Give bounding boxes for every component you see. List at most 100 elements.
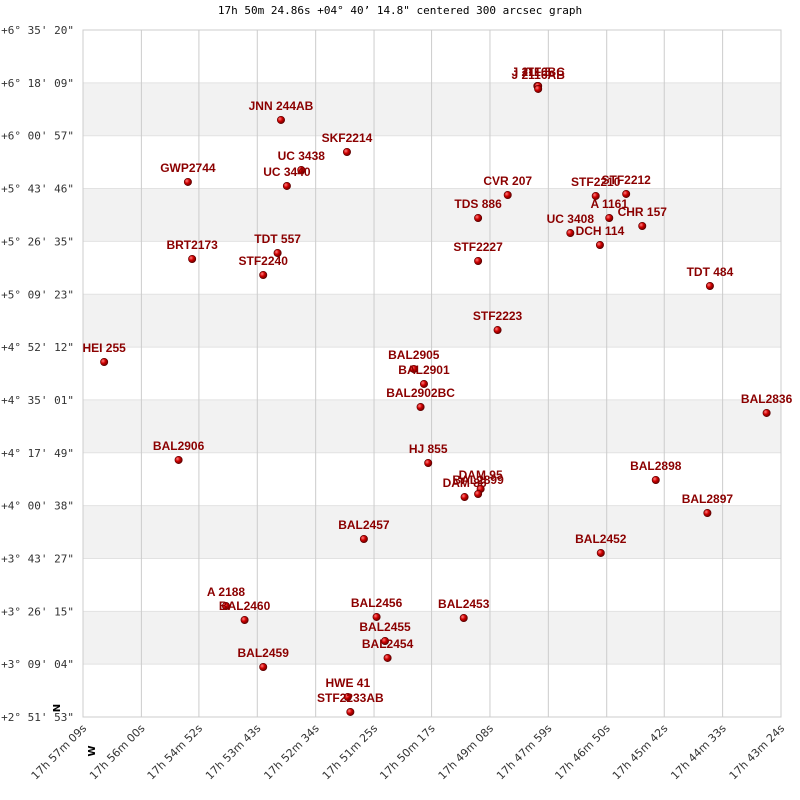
point-label: BAL2452: [575, 532, 627, 546]
point-label: BAL2906: [153, 439, 205, 453]
star-point: [503, 190, 512, 199]
star-point: [591, 191, 600, 200]
point-label: J 2116AB: [511, 68, 565, 82]
y-tick-label: +6° 35' 20": [1, 24, 74, 37]
star-point: [474, 214, 483, 223]
star-point: [343, 693, 352, 702]
west-label: W: [87, 745, 98, 756]
plot-frame: [82, 29, 782, 718]
y-tick-label: +3° 43' 27": [1, 552, 74, 565]
star-point: [534, 84, 543, 93]
chart-title: 17h 50m 24.86s +04° 40’ 14.8" centered 3…: [218, 4, 582, 17]
point-label: BAL2454: [362, 637, 414, 651]
star-point: [419, 379, 428, 388]
point-label: TDT 484: [687, 265, 734, 279]
y-tick-label: +5° 43' 46": [1, 183, 74, 196]
star-point: [273, 249, 282, 258]
star-point: [346, 707, 355, 716]
point-label: BAL2836: [741, 392, 793, 406]
point-label: TDS 886: [454, 197, 502, 211]
star-point: [372, 612, 381, 621]
y-tick-label: +3° 09' 04": [1, 658, 74, 671]
point-label: BRT2173: [166, 238, 218, 252]
point-label: UC 3440: [263, 165, 311, 179]
point-label: BAL2456: [351, 596, 403, 610]
y-tick-label: +5° 09' 23": [1, 288, 74, 301]
y-tick-label: +5° 26' 35": [1, 235, 74, 248]
y-tick-label: +4° 35' 01": [1, 394, 74, 407]
y-tick-label: +3° 26' 15": [1, 605, 74, 618]
star-point: [474, 256, 483, 265]
y-tick-label: +4° 00' 38": [1, 500, 74, 513]
star-point: [381, 637, 390, 646]
point-label: UC 3438: [278, 149, 326, 163]
point-label: STF2240: [239, 254, 289, 268]
point-label: ITF 5: [523, 65, 551, 79]
star-point: [409, 365, 418, 374]
point-label: BAL2460: [219, 599, 271, 613]
star-point: [762, 408, 771, 417]
point-label: BAL2898: [630, 459, 682, 473]
point-label: STF2223: [473, 309, 523, 323]
point-label: SKF2214: [322, 131, 373, 145]
star-point: [638, 222, 647, 231]
point-label: BAL2455: [359, 620, 411, 634]
y-tick-label: +4° 17' 49": [1, 447, 74, 460]
star-point: [493, 326, 502, 335]
y-tick-label: +2° 51' 53": [1, 711, 74, 724]
star-point: [416, 402, 425, 411]
star-point: [183, 177, 192, 186]
star-point: [297, 165, 306, 174]
point-label: BAL2457: [338, 518, 390, 532]
point-label: CVR 207: [483, 174, 532, 188]
point-label: BAL2902BC: [386, 386, 455, 400]
point-label: DCH 114: [576, 224, 625, 238]
star-point: [359, 534, 368, 543]
north-label: N: [52, 704, 63, 712]
star-point: [100, 357, 109, 366]
star-point: [566, 229, 575, 238]
star-point: [221, 602, 230, 611]
point-label: STF2227: [453, 240, 503, 254]
point-label: BAL2901: [398, 363, 450, 377]
star-point: [460, 493, 469, 502]
point-label: BAL2453: [438, 597, 490, 611]
grid: [82, 29, 782, 718]
point-label: A 1161: [590, 197, 628, 211]
star-point: [240, 615, 249, 624]
point-label: HJ 855: [409, 442, 448, 456]
star-point: [705, 282, 714, 291]
point-label: TDT 557: [254, 232, 301, 246]
star-point: [651, 476, 660, 485]
point-label: UC 3408: [547, 212, 595, 226]
point-label: BAL2459: [238, 646, 290, 660]
y-tick-label: +6° 00' 57": [1, 130, 74, 143]
point-label: CHR 157: [618, 205, 668, 219]
star-point: [188, 255, 197, 264]
point-label: BAL2905: [388, 348, 440, 362]
point-label: JNN 244AB: [249, 99, 314, 113]
star-point: [282, 181, 291, 190]
point-label: DAM 86: [443, 476, 487, 490]
y-tick-label: +6° 18' 09": [1, 77, 74, 90]
star-point: [595, 241, 604, 250]
star-point: [474, 489, 483, 498]
point-label: STF2212: [601, 173, 651, 187]
star-point: [259, 662, 268, 671]
point-label: BAL2899: [452, 473, 504, 487]
point-label: STF2233AB: [317, 691, 384, 705]
star-point: [622, 189, 631, 198]
point-label: J 2116BC: [511, 65, 565, 79]
star-point: [383, 653, 392, 662]
star-point: [342, 148, 351, 157]
star-point: [605, 214, 614, 223]
star-point: [276, 115, 285, 124]
point-label: HEI 255: [82, 341, 126, 355]
point-label: STF2210: [571, 175, 621, 189]
star-point: [596, 548, 605, 557]
point-label: A 2188: [207, 585, 246, 599]
star-point: [703, 509, 712, 518]
star-point: [459, 614, 468, 623]
star-point: [174, 455, 183, 464]
